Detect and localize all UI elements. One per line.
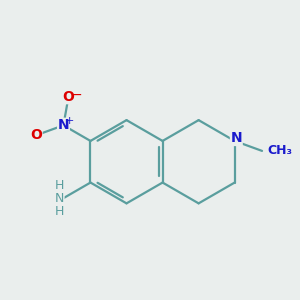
Text: O: O [63, 90, 74, 104]
Text: H
N
H: H N H [55, 179, 64, 218]
Text: CH₃: CH₃ [267, 144, 292, 158]
Text: N: N [230, 131, 242, 146]
Text: −: − [70, 88, 82, 102]
Text: N: N [58, 118, 69, 132]
Text: +: + [65, 116, 74, 126]
Text: O: O [30, 128, 42, 142]
